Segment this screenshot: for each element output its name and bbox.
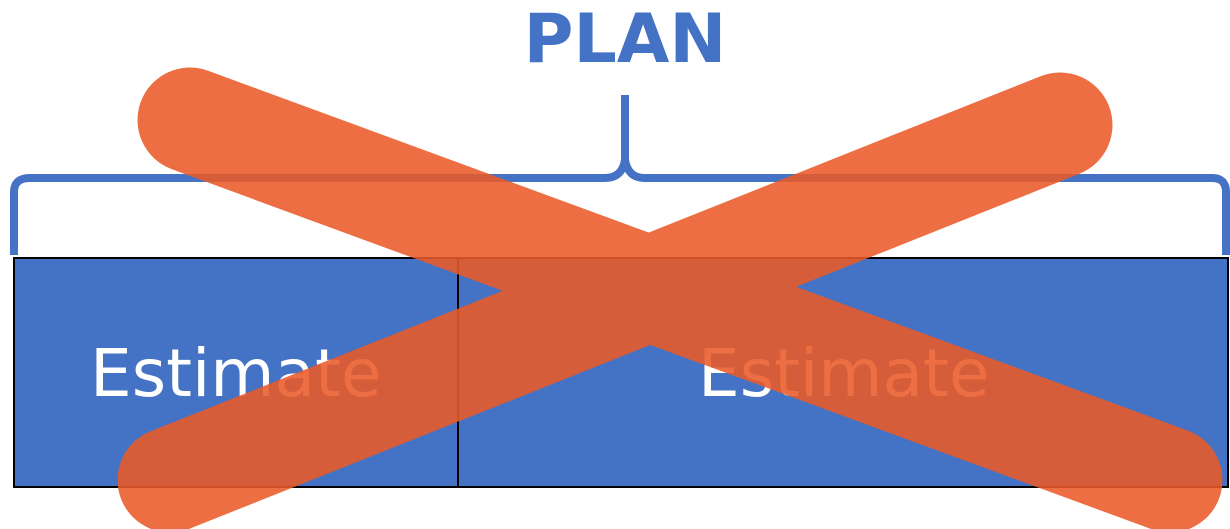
cross-out	[117, 67, 1223, 529]
cross-stroke	[117, 72, 1113, 529]
plan-title: PLAN	[524, 0, 727, 79]
